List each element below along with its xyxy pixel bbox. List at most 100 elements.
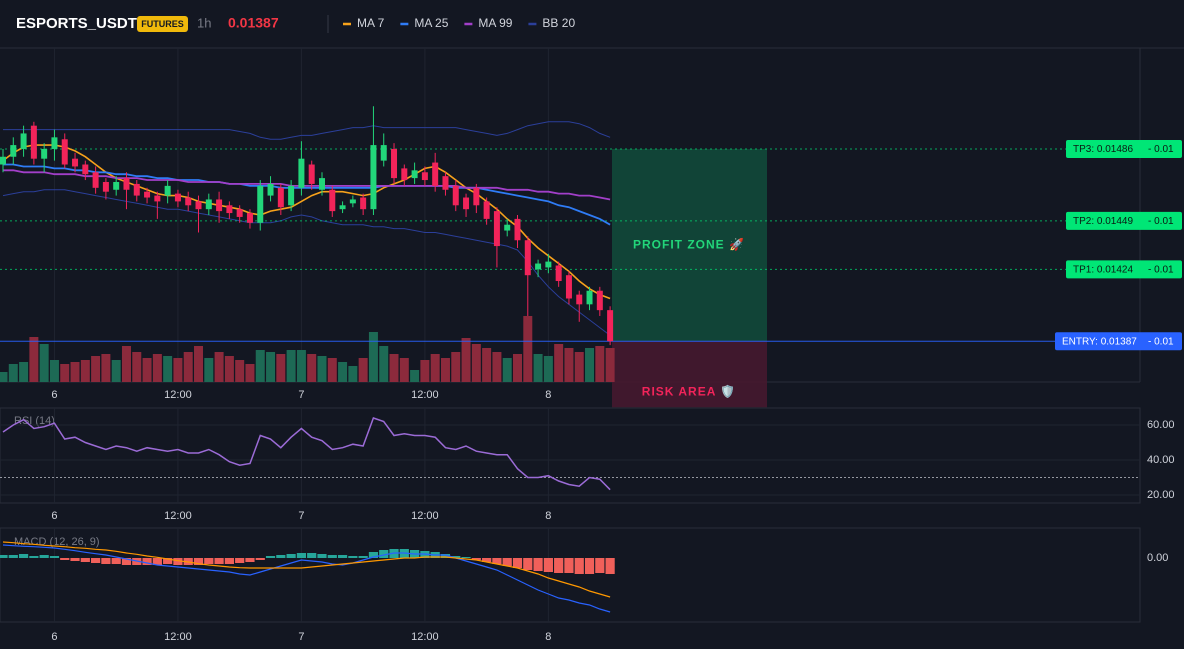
candle-body <box>545 261 552 268</box>
histogram-bar <box>337 555 348 558</box>
volume-bar <box>574 352 584 382</box>
candle-body <box>0 156 6 165</box>
volume-bar <box>111 360 121 382</box>
candle-body <box>205 199 212 210</box>
volume-bar <box>8 364 18 382</box>
histogram-bar <box>492 558 502 564</box>
bollinger-lower <box>2 189 611 336</box>
x-tick-label: 7 <box>298 389 304 401</box>
volume-bar <box>379 346 389 382</box>
candle-body <box>504 224 511 231</box>
y-tick-label: 60.00 <box>1147 419 1175 431</box>
candle-body <box>144 191 151 198</box>
candle-body <box>565 275 572 299</box>
volume-bar <box>523 316 533 382</box>
ma-line <box>3 163 611 226</box>
volume-bar <box>451 352 461 382</box>
ma-line <box>2 144 611 300</box>
candle-body <box>51 137 58 149</box>
volume-bar <box>595 346 605 382</box>
candle-body <box>380 145 387 161</box>
histogram-bar <box>533 558 543 571</box>
interval: 1h <box>197 15 211 30</box>
volume-bar <box>317 356 327 382</box>
candle-body <box>349 199 356 204</box>
candle-body <box>586 290 593 305</box>
volume-bar <box>399 358 409 382</box>
histogram-bar <box>142 558 152 565</box>
badge: FUTURES <box>141 19 184 29</box>
candle-body <box>123 178 130 190</box>
volume-bar <box>389 354 399 382</box>
x-tick-label: 7 <box>298 631 304 643</box>
candle-body <box>246 213 253 223</box>
volume-bar <box>492 352 502 382</box>
x-tick-label: 8 <box>545 389 551 401</box>
macd-line <box>2 544 611 613</box>
volume-bar <box>554 344 564 382</box>
legend-label: MA 7 <box>357 16 385 30</box>
badge-bg <box>137 16 188 32</box>
histogram-bar <box>461 557 471 558</box>
histogram-bar <box>111 558 121 564</box>
volume-bar <box>70 362 80 382</box>
candle-body <box>514 218 521 241</box>
candle-body <box>483 201 490 219</box>
volume-bar <box>564 348 574 382</box>
volume-bar <box>296 350 306 382</box>
histogram-bar <box>276 555 286 558</box>
zone-label: PROFIT ZONE 🚀 <box>633 237 745 251</box>
level-suffix: - 0.01 <box>1148 144 1174 155</box>
candle-body <box>61 139 68 165</box>
candle-body <box>154 195 161 202</box>
histogram-bar <box>451 556 461 558</box>
histogram-bar <box>574 558 584 574</box>
histogram-bar <box>101 558 111 564</box>
histogram-bar <box>193 558 204 565</box>
histogram-bar <box>296 553 307 558</box>
histogram-bar <box>265 556 276 558</box>
candle-body <box>298 158 305 188</box>
level-suffix: - 0.01 <box>1148 216 1174 227</box>
candle-body <box>257 185 264 223</box>
histogram-bar <box>307 553 317 558</box>
volume-bar <box>358 358 368 382</box>
bollinger-upper <box>3 121 611 140</box>
histogram-bar <box>286 554 296 558</box>
volume-bar <box>121 346 131 382</box>
level-label: TP1: 0.01424 <box>1073 265 1133 276</box>
candle-body <box>452 185 459 206</box>
candle-body <box>41 148 48 159</box>
zone <box>612 341 767 408</box>
x-tick-label: 12:00 <box>164 631 192 643</box>
volume-bar <box>60 364 70 382</box>
candle-body <box>102 181 109 192</box>
x-tick-label: 12:00 <box>411 389 439 401</box>
candle-body <box>288 185 295 206</box>
volume-bar <box>430 354 440 382</box>
histogram-bar <box>8 555 18 558</box>
volume-bar <box>101 354 111 382</box>
volume-bar <box>307 354 317 382</box>
volume-bar <box>327 358 337 382</box>
candle-body <box>391 148 398 179</box>
volume-bar <box>585 348 595 382</box>
histogram-bar <box>502 558 512 566</box>
signal-line <box>2 541 611 598</box>
x-tick-label: 12:00 <box>411 510 439 522</box>
histogram-bar <box>595 558 605 573</box>
histogram-bar <box>29 556 39 558</box>
candle-body <box>267 183 274 196</box>
last-price: 0.01387 <box>228 15 279 31</box>
candle-body <box>421 172 428 181</box>
level-suffix: - 0.01 <box>1148 265 1174 276</box>
level-suffix: - 0.01 <box>1148 336 1174 347</box>
histogram-bar <box>317 554 327 558</box>
volume-bar <box>214 352 224 382</box>
candle-body <box>133 183 140 196</box>
rsi-line <box>2 417 611 491</box>
histogram-bar <box>60 558 70 560</box>
candle-body <box>432 162 439 186</box>
